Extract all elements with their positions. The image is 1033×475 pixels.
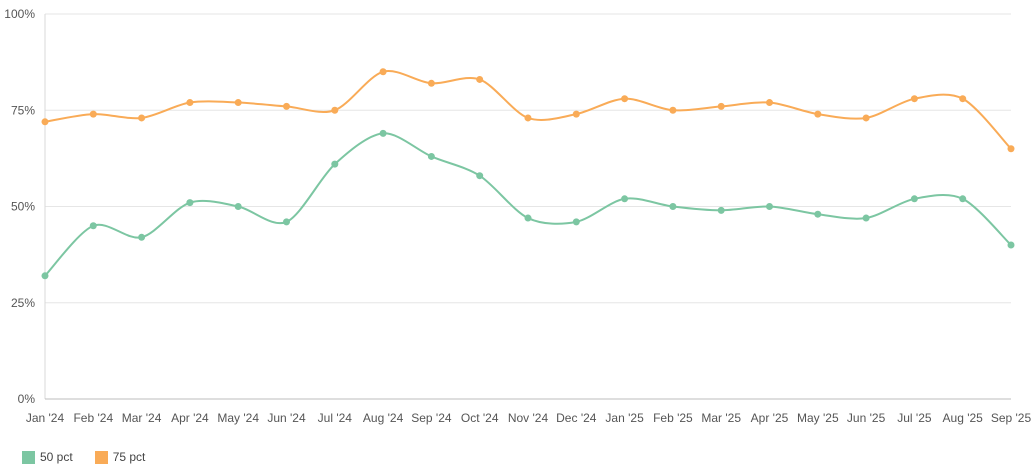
- x-tick-label-7: Aug '24: [363, 411, 404, 425]
- data-point-50-pct-14: [717, 206, 725, 214]
- grid-lines: [45, 13, 1011, 304]
- data-point-75-pct-3: [186, 99, 194, 107]
- data-point-75-pct-5: [283, 102, 290, 110]
- line-chart: 0% 25% 50% 75% 100% Jan '24 Feb '24 Mar '24 Apr…: [4, 7, 1032, 425]
- data-point-50-pct-13: [669, 203, 677, 210]
- legend-label-75-pct: 75 pct: [112, 450, 146, 464]
- data-point-75-pct-13: [669, 106, 677, 114]
- data-point-75-pct-14: [717, 102, 725, 110]
- data-point-75-pct-4: [234, 99, 242, 107]
- y-tick-label-0: 0%: [18, 392, 36, 406]
- data-point-50-pct-7: [379, 129, 387, 137]
- x-tick-label-5: Jun '24: [267, 411, 306, 425]
- x-tick-labels: Jan '24 Feb '24 Mar '24 Apr '24 May '24 Jun '…: [26, 411, 1032, 425]
- data-point-50-pct-3: [186, 199, 194, 207]
- data-point-75-pct-16: [814, 110, 822, 118]
- data-point-50-pct-20: [1007, 241, 1015, 249]
- data-point-50-pct-15: [766, 203, 773, 210]
- x-tick-label-19: Aug '25: [943, 411, 984, 425]
- x-tick-label-13: Feb '25: [653, 411, 693, 425]
- data-point-75-pct-11: [572, 110, 580, 118]
- legend-item-50-pct[interactable]: 50 pct: [22, 450, 73, 464]
- data-point-50-pct-10: [524, 214, 532, 222]
- series-50-pct: [41, 129, 1015, 280]
- series-75-pct: [41, 68, 1015, 153]
- x-tick-label-11: Dec '24: [556, 411, 597, 425]
- data-point-75-pct-0: [41, 118, 49, 126]
- data-point-50-pct-19: [959, 195, 967, 203]
- data-point-50-pct-11: [572, 218, 580, 226]
- data-point-75-pct-19: [959, 95, 967, 103]
- data-point-75-pct-9: [476, 75, 484, 83]
- data-point-50-pct-1: [89, 222, 97, 230]
- x-tick-label-10: Nov '24: [508, 411, 549, 425]
- data-point-75-pct-17: [862, 114, 870, 122]
- legend-label-50-pct: 50 pct: [40, 450, 73, 464]
- x-tick-label-0: Jan '24: [26, 411, 65, 425]
- data-point-50-pct-0: [41, 272, 49, 280]
- data-point-75-pct-10: [524, 114, 532, 122]
- legend-item-75-pct[interactable]: 75 pct: [94, 450, 146, 464]
- data-point-75-pct-12: [621, 95, 629, 103]
- axes: [44, 14, 1011, 400]
- x-tick-label-12: Jan '25: [605, 411, 644, 425]
- x-tick-label-17: Jun '25: [847, 411, 886, 425]
- y-tick-label-25: 25%: [11, 296, 35, 310]
- x-tick-label-16: May '25: [797, 411, 839, 425]
- data-point-50-pct-9: [476, 172, 484, 180]
- data-point-75-pct-6: [331, 106, 339, 114]
- x-tick-label-4: May '24: [217, 411, 259, 425]
- x-tick-label-15: Apr '25: [751, 411, 789, 425]
- legend-swatch-50-pct: [22, 450, 35, 464]
- data-point-75-pct-20: [1007, 145, 1015, 153]
- y-tick-label-50: 50%: [11, 200, 35, 214]
- x-tick-label-9: Oct '24: [461, 411, 499, 425]
- x-tick-label-6: Jul '24: [318, 411, 353, 425]
- legend: 50 pct 75 pct: [22, 450, 145, 464]
- x-tick-label-3: Apr '24: [171, 411, 209, 425]
- y-tick-label-75: 75%: [11, 103, 35, 117]
- data-point-75-pct-1: [89, 110, 97, 118]
- series-lines: [41, 68, 1015, 280]
- x-tick-label-1: Feb '24: [73, 411, 113, 425]
- legend-swatch-75-pct: [94, 450, 108, 464]
- data-point-50-pct-18: [910, 195, 918, 203]
- data-point-75-pct-15: [766, 99, 773, 107]
- data-point-50-pct-17: [862, 214, 870, 222]
- x-tick-label-2: Mar '24: [122, 411, 162, 425]
- data-point-75-pct-18: [910, 95, 918, 103]
- data-point-50-pct-16: [814, 210, 822, 218]
- x-tick-label-8: Sep '24: [411, 411, 452, 425]
- x-tick-label-18: Jul '25: [897, 411, 932, 425]
- data-point-75-pct-8: [427, 79, 435, 87]
- data-point-50-pct-4: [234, 203, 242, 210]
- data-point-75-pct-7: [379, 68, 387, 76]
- x-tick-label-14: Mar '25: [701, 411, 741, 425]
- data-point-50-pct-5: [283, 218, 290, 226]
- data-point-50-pct-6: [331, 160, 339, 168]
- data-point-50-pct-12: [621, 195, 629, 203]
- data-point-50-pct-2: [138, 233, 146, 241]
- data-point-75-pct-2: [138, 114, 146, 122]
- data-point-50-pct-8: [427, 152, 435, 160]
- y-tick-labels: 0% 25% 50% 75% 100%: [4, 7, 35, 406]
- x-tick-label-20: Sep '25: [991, 411, 1032, 425]
- y-tick-label-100: 100%: [4, 7, 35, 21]
